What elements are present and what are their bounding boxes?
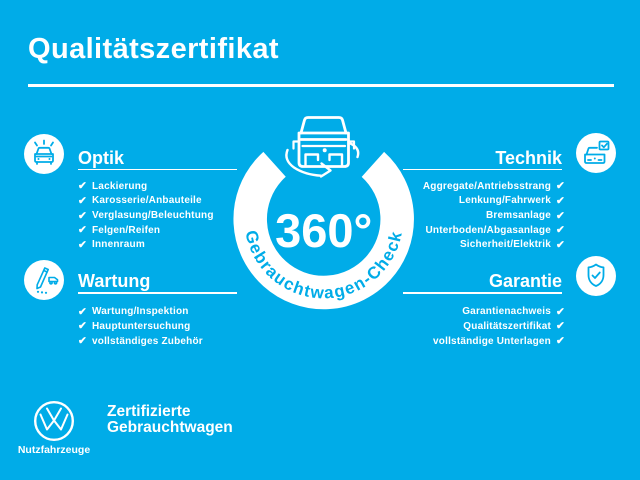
check-icon: ✔	[556, 305, 565, 318]
wartung-icon-circle	[24, 260, 64, 300]
section-technik-underline	[403, 168, 562, 171]
list-item: ✔ Verglasung/Beleuchtung	[78, 208, 214, 223]
check-icon: ✔	[78, 209, 87, 222]
section-garantie-list: Garantienachweis ✔ Qualitätszertifikat ✔ v…	[355, 305, 565, 349]
list-item-label: Innenraum	[92, 239, 145, 251]
list-item-label: Aggregate/Antriebsstrang	[422, 180, 551, 192]
check-icon: ✔	[556, 238, 565, 251]
list-item: Qualitätszertifikat ✔	[355, 319, 565, 334]
check-icon: ✔	[78, 335, 87, 348]
list-item-label: Bremsanlage	[485, 210, 551, 222]
list-item: ✔ Karosserie/Anbauteile	[78, 194, 214, 209]
check-icon: ✔	[556, 209, 565, 222]
car-checkbox-icon	[584, 140, 610, 164]
list-item-label: Verglasung/Beleuchtung	[92, 210, 214, 222]
list-item: ✔ vollständiges Zubehör	[78, 334, 203, 349]
check-icon: ✔	[556, 224, 565, 237]
check-icon: ✔	[78, 180, 87, 193]
list-item: ✔ Lackierung	[78, 179, 214, 194]
list-item: ✔ Felgen/Reifen	[78, 223, 214, 238]
page-title: Qualitätszertifikat	[28, 33, 279, 65]
list-item-label: Lackierung	[92, 180, 148, 192]
list-item-label: Unterboden/Abgasanlage	[425, 224, 551, 236]
vw-logo-caption: Nutzfahrzeuge	[17, 444, 91, 456]
brand-claim-line1: Zertifizierte	[107, 403, 191, 420]
list-item: ✔ Innenraum	[78, 238, 214, 253]
section-garantie-underline	[403, 292, 562, 294]
list-item: Sicherheit/Elektrik ✔	[355, 238, 565, 253]
check-icon: ✔	[78, 194, 87, 207]
list-item: Garantienachweis ✔	[355, 305, 565, 320]
section-wartung-list: ✔ Wartung/Inspektion ✔ Hauptuntersuchung ✔…	[78, 305, 203, 349]
section-wartung-title: Wartung	[78, 271, 151, 291]
list-item: ✔ Wartung/Inspektion	[78, 305, 203, 320]
list-item: ✔ Hauptuntersuchung	[78, 319, 203, 334]
brand-claim-line2: Gebrauchtwagen	[107, 418, 233, 436]
list-item: Unterboden/Abgasanlage ✔	[355, 223, 565, 238]
car-shine-icon	[34, 139, 54, 165]
list-item-label: Sicherheit/Elektrik	[459, 239, 551, 251]
list-item-label: vollständige Unterlagen	[433, 335, 551, 347]
section-wartung-underline	[78, 292, 237, 294]
list-item: Aggregate/Antriebsstrang ✔	[355, 179, 565, 194]
rotating-van-icon	[285, 116, 360, 178]
list-item: Bremsanlage ✔	[355, 208, 565, 223]
check-icon: ✔	[78, 238, 87, 251]
check-icon: ✔	[556, 320, 565, 333]
check-icon: ✔	[78, 320, 87, 333]
title-divider	[28, 84, 614, 87]
list-item-label: Qualitätszertifikat	[463, 320, 551, 332]
section-optik-underline	[78, 168, 237, 171]
section-garantie-title: Garantie	[488, 271, 562, 291]
check-icon: ✔	[556, 194, 565, 207]
brand-claim: Zertifizierte Gebrauchtwagen	[107, 404, 233, 436]
check-icon: ✔	[78, 305, 87, 318]
shield-check-icon	[587, 263, 605, 287]
list-item-label: Lenkung/Fahrwerk	[458, 195, 551, 207]
section-optik-list: ✔ Lackierung ✔ Karosserie/Anbauteile ✔ Verg…	[78, 179, 214, 252]
list-item-label: Garantienachweis	[462, 306, 551, 318]
technik-icon-circle	[576, 133, 616, 173]
optik-icon-circle	[24, 134, 64, 174]
list-item-label: Wartung/Inspektion	[92, 306, 189, 318]
service-pencil-icon	[36, 267, 59, 294]
section-technik-title: Technik	[495, 148, 562, 168]
check-icon: ✔	[556, 335, 565, 348]
list-item: vollständige Unterlagen ✔	[355, 334, 565, 349]
section-optik-title: Optik	[78, 148, 125, 168]
list-item-label: vollständiges Zubehör	[92, 335, 203, 347]
list-item-label: Hauptuntersuchung	[92, 320, 191, 332]
list-item-label: Karosserie/Anbauteile	[92, 195, 202, 207]
list-item-label: Felgen/Reifen	[92, 224, 161, 236]
check-icon: ✔	[556, 180, 565, 193]
list-item: Lenkung/Fahrwerk ✔	[355, 194, 565, 209]
vw-logo	[34, 401, 74, 441]
section-technik-list: Aggregate/Antriebsstrang ✔ Lenkung/Fahrwe…	[355, 179, 565, 252]
garantie-icon-circle	[576, 256, 616, 296]
check-icon: ✔	[78, 224, 87, 237]
